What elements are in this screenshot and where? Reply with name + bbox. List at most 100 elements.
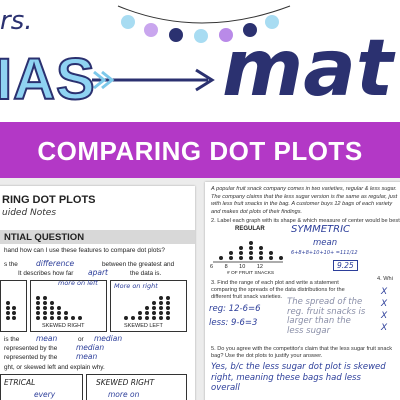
dot — [36, 311, 40, 315]
instruction: ght, or skewed left and explain why. — [4, 364, 105, 371]
dot — [229, 256, 233, 260]
dot — [57, 306, 61, 310]
dot — [229, 251, 233, 255]
check-marks: X X X X — [381, 287, 388, 333]
dot — [43, 296, 47, 300]
dot — [12, 311, 16, 315]
spread-answer: The spread of the reg. fruit snacks is l… — [287, 297, 366, 336]
dot — [269, 256, 273, 260]
dot — [259, 256, 263, 260]
dot — [6, 316, 10, 320]
bottom-label: SKEWED RIGHT — [96, 378, 155, 387]
box — [86, 374, 187, 400]
box — [110, 280, 187, 332]
work: 6+8+8+10+10+ =111/12 — [291, 250, 358, 256]
dot — [259, 246, 263, 250]
logo-graphics — [92, 5, 291, 92]
dot — [152, 316, 156, 320]
garland-bulb — [144, 23, 158, 37]
fill-text: is the — [4, 336, 20, 343]
garland-bulb — [121, 15, 135, 29]
section-bar — [0, 230, 195, 244]
dot — [166, 311, 170, 315]
dot — [259, 251, 263, 255]
fill-answer: difference — [36, 259, 75, 268]
fill-text: s the — [4, 261, 18, 268]
dot — [50, 301, 54, 305]
fill-answer: apart — [88, 268, 108, 277]
box — [30, 280, 107, 332]
bottom-note: more on — [108, 390, 140, 399]
dot — [159, 296, 163, 300]
dot — [36, 316, 40, 320]
dot — [166, 296, 170, 300]
dot — [249, 256, 253, 260]
fill-text: or — [78, 336, 84, 343]
axis-title: # OF FRUIT SNACKS — [227, 271, 275, 276]
dot — [166, 316, 170, 320]
dot-plot — [219, 241, 283, 260]
dot — [159, 311, 163, 315]
dot — [219, 256, 223, 260]
garland-bulb — [219, 28, 233, 42]
page-subtitle: uided Notes — [2, 208, 57, 218]
dot — [138, 316, 142, 320]
range-work: reg: 12-6=6 — [209, 304, 261, 314]
question: 4. Whi — [377, 276, 393, 282]
dot — [124, 316, 128, 320]
garland-bulb — [169, 28, 183, 42]
box-label: SKEWED LEFT — [124, 323, 163, 329]
fill-answer: median — [76, 343, 105, 352]
garland-bulb — [194, 29, 208, 43]
dot — [6, 311, 10, 315]
dot — [239, 251, 243, 255]
dot-plot — [6, 301, 16, 320]
shape-answer: SYMMETRIC — [291, 224, 351, 235]
dot — [43, 311, 47, 315]
bottom-label: ETRICAL — [4, 378, 36, 387]
dot — [145, 316, 149, 320]
dot — [43, 301, 47, 305]
dot — [269, 251, 273, 255]
plot-label: REGULAR — [235, 226, 265, 232]
dot — [152, 301, 156, 305]
question: hand how can I use these features to com… — [4, 247, 165, 254]
garland-string — [117, 5, 291, 24]
claim-answer: Yes, b/c the less sugar dot plot is skew… — [211, 362, 386, 393]
dot — [64, 316, 68, 320]
regular-dot-plot — [213, 241, 283, 263]
fill-answer: mean — [36, 334, 58, 343]
section-heading: NTIAL QUESTION — [4, 232, 85, 243]
dot — [50, 316, 54, 320]
right-page: A popular fruit snack company comes in t… — [205, 182, 400, 400]
garland-bulb — [265, 15, 279, 29]
logo-subject: mat — [222, 24, 394, 114]
dot — [166, 301, 170, 305]
page-title: RING DOT PLOTS — [2, 194, 96, 206]
dot — [36, 301, 40, 305]
fill-text: between the greatest and — [102, 261, 175, 268]
dot — [239, 246, 243, 250]
garland-bulb — [243, 23, 257, 37]
mean-result: 9.25 — [333, 260, 358, 271]
logo-name: IAS — [0, 46, 96, 113]
dot — [6, 301, 10, 305]
logo-arrow-feather — [93, 70, 115, 90]
logo-prefix: rs. — [0, 6, 33, 36]
box-note: More on right — [114, 282, 158, 290]
fill-answer: mean — [76, 352, 98, 361]
bottom-note: every — [34, 390, 56, 399]
problem-intro: A popular fruit snack company comes in t… — [211, 186, 398, 215]
fill-text: represented by the — [4, 354, 58, 361]
dot — [50, 311, 54, 315]
dot — [12, 306, 16, 310]
center-answer: mean — [313, 238, 338, 248]
banner: COMPARING DOT PLOTS — [0, 122, 400, 178]
fill-answer: median — [94, 334, 123, 343]
dot — [36, 306, 40, 310]
axis-labels: 6 8 10 12 — [210, 264, 263, 270]
banner-title: COMPARING DOT PLOTS — [37, 136, 363, 166]
logo-arrowhead — [195, 68, 215, 92]
dot — [50, 306, 54, 310]
